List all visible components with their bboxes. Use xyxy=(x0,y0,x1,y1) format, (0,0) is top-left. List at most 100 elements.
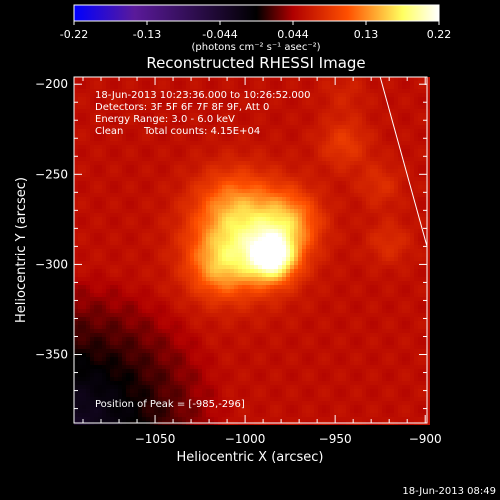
heatmap-cell xyxy=(314,93,318,97)
heatmap-cell xyxy=(346,149,350,153)
heatmap-cell xyxy=(350,145,354,149)
heatmap-cell xyxy=(330,289,334,293)
heatmap-cell xyxy=(362,277,366,281)
heatmap-cell xyxy=(422,249,426,253)
heatmap-cell xyxy=(414,257,418,261)
heatmap-cell xyxy=(418,237,422,241)
heatmap-cell xyxy=(334,101,338,105)
heatmap-cell xyxy=(402,229,406,233)
heatmap-cell xyxy=(342,277,346,281)
heatmap-cell xyxy=(190,253,194,257)
heatmap-cell xyxy=(362,109,366,113)
heatmap-cell xyxy=(334,93,338,97)
heatmap-cell xyxy=(242,237,246,241)
heatmap-cell xyxy=(394,161,398,165)
heatmap-cell xyxy=(150,109,154,113)
heatmap-cell xyxy=(278,297,282,301)
heatmap-cell xyxy=(110,221,114,225)
heatmap-cell xyxy=(174,245,178,249)
heatmap-cell xyxy=(306,221,310,225)
heatmap-cell xyxy=(242,261,246,265)
heatmap-cell xyxy=(406,145,410,149)
heatmap-cell xyxy=(382,281,386,285)
heatmap-cell xyxy=(398,185,402,189)
heatmap-cell xyxy=(314,81,318,85)
heatmap-cell xyxy=(198,133,202,137)
heatmap-cell xyxy=(354,141,358,145)
heatmap-cell xyxy=(358,245,362,249)
heatmap-cell xyxy=(74,205,78,209)
heatmap-cell xyxy=(210,97,214,101)
heatmap-cell xyxy=(270,209,274,213)
heatmap-cell xyxy=(78,301,82,305)
heatmap-cell xyxy=(302,85,306,89)
heatmap-cell xyxy=(178,229,182,233)
heatmap-cell xyxy=(394,141,398,145)
heatmap-cell xyxy=(254,153,258,157)
heatmap-cell xyxy=(162,293,166,297)
heatmap-cell xyxy=(186,173,190,177)
heatmap-cell xyxy=(414,237,418,241)
heatmap-cell xyxy=(106,117,110,121)
heatmap-cell xyxy=(378,133,382,137)
heatmap-cell xyxy=(190,189,194,193)
heatmap-cell xyxy=(146,157,150,161)
heatmap-cell xyxy=(142,225,146,229)
heatmap-cell xyxy=(178,105,182,109)
heatmap-cell xyxy=(94,289,98,293)
heatmap-cell xyxy=(294,185,298,189)
heatmap-cell xyxy=(174,125,178,129)
heatmap-cell xyxy=(294,137,298,141)
heatmap-cell xyxy=(274,241,278,245)
heatmap-cell xyxy=(378,93,382,97)
heatmap-cell xyxy=(362,173,366,177)
heatmap-cell xyxy=(126,177,130,181)
heatmap-cell xyxy=(74,257,78,261)
heatmap-cell xyxy=(258,285,262,289)
heatmap-cell xyxy=(386,81,390,85)
heatmap-cell xyxy=(202,161,206,165)
heatmap-cell xyxy=(346,293,350,297)
heatmap-cell xyxy=(258,205,262,209)
heatmap-cell xyxy=(150,233,154,237)
heatmap-cell xyxy=(310,177,314,181)
heatmap-cell xyxy=(190,297,194,301)
heatmap-cell xyxy=(130,161,134,165)
heatmap-cell xyxy=(102,293,106,297)
heatmap-cell xyxy=(174,101,178,105)
heatmap-cell xyxy=(94,145,98,149)
heatmap-cell xyxy=(414,221,418,225)
heatmap-cell xyxy=(278,225,282,229)
heatmap-cell xyxy=(114,89,118,93)
heatmap-cell xyxy=(182,265,186,269)
heatmap-cell xyxy=(106,293,110,297)
heatmap-cell xyxy=(82,237,86,241)
heatmap-cell xyxy=(254,201,258,205)
heatmap-cell xyxy=(414,137,418,141)
heatmap-cell xyxy=(310,77,314,81)
heatmap-cell xyxy=(122,237,126,241)
heatmap-cell xyxy=(418,205,422,209)
heatmap-cell xyxy=(326,129,330,133)
heatmap-cell xyxy=(82,253,86,257)
heatmap-cell xyxy=(374,121,378,125)
heatmap-cell xyxy=(302,181,306,185)
heatmap-cell xyxy=(210,125,214,129)
heatmap-cell xyxy=(410,277,414,281)
heatmap-cell xyxy=(254,241,258,245)
heatmap-cell xyxy=(366,265,370,269)
heatmap-cell xyxy=(250,285,254,289)
heatmap-cell xyxy=(150,193,154,197)
heatmap-cell xyxy=(86,97,90,101)
heatmap-cell xyxy=(258,137,262,141)
heatmap-cell xyxy=(142,261,146,265)
heatmap-cell xyxy=(278,205,282,209)
heatmap-cell xyxy=(422,169,426,173)
heatmap-cell xyxy=(142,157,146,161)
heatmap-cell xyxy=(246,189,250,193)
heatmap-cell xyxy=(274,189,278,193)
heatmap-cell xyxy=(394,225,398,229)
heatmap-cell xyxy=(202,77,206,81)
heatmap-cell xyxy=(406,185,410,189)
heatmap-cell xyxy=(346,241,350,245)
